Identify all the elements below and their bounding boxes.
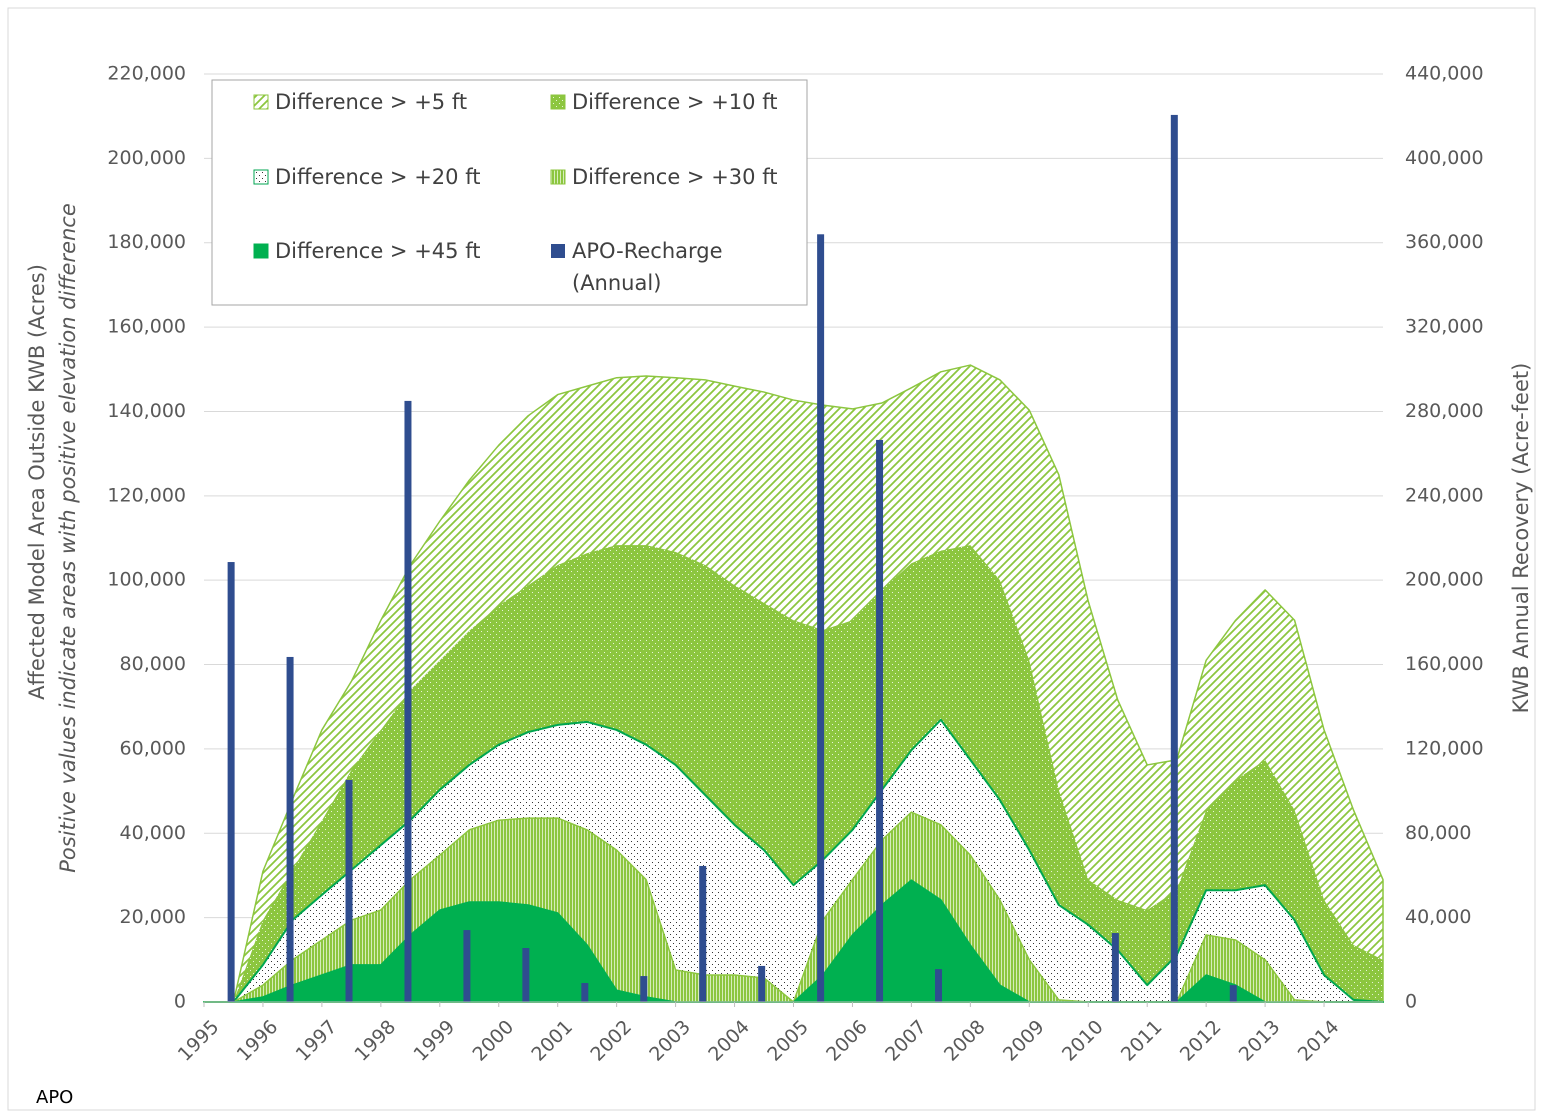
y-tick-label: 140,000 (107, 400, 186, 422)
bar (522, 948, 530, 1002)
y2-tick-label: 80,000 (1405, 822, 1471, 844)
bar (699, 865, 707, 1002)
x-tick-label: 2008 (940, 1016, 990, 1066)
bar (345, 779, 353, 1002)
note: APO (36, 1087, 73, 1108)
legend-label: APO-Recharge (Annual) (572, 239, 723, 295)
x-tick-label: 2005 (763, 1016, 813, 1066)
y2-tick-label: 160,000 (1405, 653, 1484, 675)
y-tick-label: 20,000 (120, 906, 186, 928)
bar (1229, 985, 1237, 1002)
y2-tick-label: 400,000 (1405, 147, 1484, 169)
y-tick-label: 60,000 (120, 737, 186, 759)
legend-swatch (550, 94, 566, 110)
x-tick-label: 1996 (233, 1016, 283, 1066)
x-tick-label: 2013 (1235, 1016, 1285, 1066)
bar (1170, 114, 1178, 1002)
legend-swatch (253, 169, 269, 185)
x-tick-label: 2014 (1294, 1016, 1344, 1066)
legend-label: Difference > +30 ft (572, 165, 778, 189)
bar (286, 656, 294, 1002)
legend-swatch (550, 169, 566, 185)
y2-tick-label: 280,000 (1405, 400, 1484, 422)
y2-tick-label: 360,000 (1405, 231, 1484, 253)
y2-tick-label: 200,000 (1405, 569, 1484, 591)
legend-label: Difference > +5 ft (275, 90, 468, 114)
bar (227, 562, 235, 1002)
legend-label: Difference > +10 ft (572, 90, 778, 114)
x-tick-label: 2012 (1176, 1016, 1226, 1066)
legend-label: Difference > +20 ft (275, 165, 481, 189)
x-tick-label: 1998 (351, 1016, 401, 1066)
legend-box (211, 79, 808, 306)
y-tick-label: 220,000 (107, 63, 186, 85)
y-tick-label: 40,000 (120, 822, 186, 844)
bar (758, 965, 766, 1002)
y-tick-label: 100,000 (107, 569, 186, 591)
x-tick-label: 1995 (174, 1016, 224, 1066)
legend-swatch (551, 244, 565, 258)
y2-axis-title: KWB Annual Recovery (Acre-feet) (1509, 363, 1533, 714)
bar (404, 400, 412, 1003)
x-tick-label: 2002 (586, 1016, 636, 1066)
bar (640, 976, 648, 1002)
x-tick-label: 2011 (1117, 1016, 1167, 1066)
y-axis-title: Affected Model Area Outside KWB (Acres) (25, 264, 49, 700)
y-tick-label: 200,000 (107, 147, 186, 169)
y2-tick-label: 120,000 (1405, 737, 1484, 759)
x-tick-label: 2006 (822, 1016, 872, 1066)
bar (817, 234, 825, 1003)
y-tick-label: 180,000 (107, 231, 186, 253)
x-tick-label: 2003 (645, 1016, 695, 1066)
x-tick-label: 1997 (292, 1016, 342, 1066)
y-axis-subtitle: Positive values indicate areas with posi… (56, 203, 80, 873)
y-tick-label: 160,000 (107, 316, 186, 338)
y2-tick-label: 240,000 (1405, 484, 1484, 506)
x-tick-label: 2010 (1058, 1016, 1108, 1066)
x-tick-label: 2007 (881, 1016, 931, 1066)
y2-tick-label: 440,000 (1405, 63, 1484, 85)
y-tick-label: 80,000 (120, 653, 186, 675)
bar (935, 969, 943, 1002)
x-tick-label: 2001 (527, 1016, 577, 1066)
x-tick-label: 1999 (409, 1016, 459, 1066)
chart-frame (7, 7, 1536, 1111)
x-tick-label: 2004 (704, 1016, 754, 1066)
bar (581, 983, 589, 1002)
x-tick-label: 2000 (468, 1016, 518, 1066)
x-tick-label: 2009 (999, 1016, 1049, 1066)
bar (463, 930, 471, 1002)
y2-tick-label: 40,000 (1405, 906, 1471, 928)
y-tick-label: 0 (174, 991, 186, 1013)
y2-tick-label: 0 (1405, 991, 1417, 1013)
legend-swatch (253, 94, 269, 110)
legend-swatch (253, 243, 269, 259)
legend-label: Difference > +45 ft (275, 239, 481, 263)
bar (1111, 933, 1119, 1002)
y2-tick-label: 320,000 (1405, 316, 1484, 338)
y-tick-label: 120,000 (107, 484, 186, 506)
bar (876, 439, 884, 1003)
